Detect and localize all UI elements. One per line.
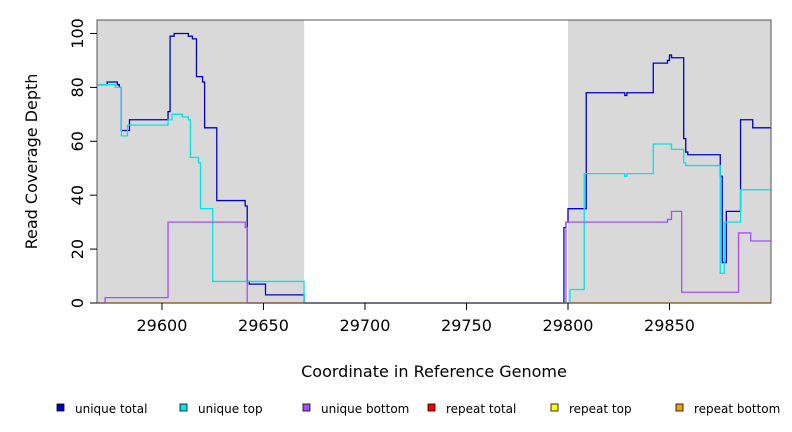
- legend-label: repeat bottom: [694, 402, 780, 416]
- legend-label: repeat top: [569, 402, 632, 416]
- y-tick-label: 80: [68, 77, 87, 97]
- series-line-unique-top: [97, 84, 771, 304]
- x-tick-label: 29650: [238, 316, 289, 335]
- legend-item: unique total: [56, 402, 147, 416]
- legend-label: unique bottom: [321, 402, 409, 416]
- x-tick-label: 29750: [441, 316, 492, 335]
- shaded-region-0: [97, 20, 305, 303]
- legend-swatch: [675, 403, 684, 412]
- legend-swatch: [427, 403, 436, 412]
- legend-label: unique top: [198, 402, 263, 416]
- series-line-unique-bottom: [97, 210, 771, 304]
- legend-item: repeat top: [550, 402, 632, 416]
- legend-swatch: [56, 403, 65, 412]
- legend-item: repeat total: [427, 402, 516, 416]
- x-tick-label: 29850: [644, 316, 695, 335]
- legend-swatch: [550, 403, 559, 412]
- x-tick-label: 29600: [137, 316, 188, 335]
- legend-label: unique total: [75, 402, 147, 416]
- legend-label: repeat total: [446, 402, 516, 416]
- y-tick-label: 100: [68, 18, 87, 49]
- y-tick-label: 20: [68, 239, 87, 259]
- x-tick-label: 29800: [543, 316, 594, 335]
- shaded-region-1: [567, 20, 771, 303]
- x-axis-label: Coordinate in Reference Genome: [301, 362, 567, 381]
- legend-item: unique bottom: [302, 402, 409, 416]
- y-tick-label: 0: [68, 298, 87, 308]
- x-tick-label: 29700: [340, 316, 391, 335]
- y-tick-label: 60: [68, 131, 87, 151]
- y-axis: 0 20 40 60 80 100: [68, 18, 97, 308]
- y-axis-label: Read Coverage Depth: [22, 74, 41, 250]
- legend-swatch: [302, 403, 311, 412]
- y-tick-label: 40: [68, 185, 87, 205]
- legend-swatch: [179, 403, 188, 412]
- shaded-regions: [97, 20, 771, 303]
- x-axis: 29600 29650 29700 29750 29800 29850: [137, 303, 695, 335]
- legend: unique total unique top unique bottom repea…: [56, 402, 780, 416]
- legend-item: unique top: [179, 402, 263, 416]
- plot-frame: [96, 19, 772, 304]
- legend-item: repeat bottom: [675, 402, 780, 416]
